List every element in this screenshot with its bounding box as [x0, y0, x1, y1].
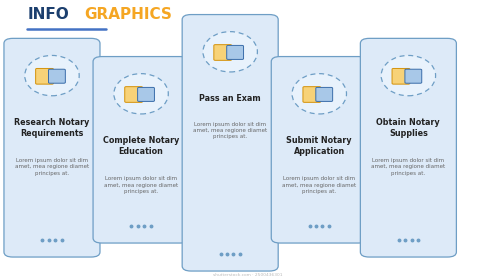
FancyBboxPatch shape	[271, 57, 367, 243]
FancyBboxPatch shape	[36, 68, 53, 84]
Text: GRAPHICS: GRAPHICS	[84, 7, 172, 22]
Ellipse shape	[292, 74, 346, 114]
Text: Complete Notary
Education: Complete Notary Education	[103, 136, 179, 156]
FancyBboxPatch shape	[49, 69, 65, 83]
Text: Lorem ipsum dolor sit dim
amet, mea regione diamet
principes at.: Lorem ipsum dolor sit dim amet, mea regi…	[282, 176, 356, 194]
FancyBboxPatch shape	[182, 15, 278, 271]
Text: Submit Notary
Application: Submit Notary Application	[287, 136, 352, 156]
Text: Lorem ipsum dolor sit dim
amet, mea regione diamet
principes at.: Lorem ipsum dolor sit dim amet, mea regi…	[15, 158, 89, 176]
FancyBboxPatch shape	[405, 69, 422, 83]
Ellipse shape	[25, 55, 79, 96]
Text: INFO: INFO	[27, 7, 69, 22]
FancyBboxPatch shape	[316, 87, 333, 101]
Text: Pass an Exam: Pass an Exam	[199, 94, 261, 103]
FancyBboxPatch shape	[214, 45, 232, 60]
Text: shutterstock.com · 2500436301: shutterstock.com · 2500436301	[213, 273, 282, 277]
Text: Lorem ipsum dolor sit dim
amet, mea regione diamet
principes at.: Lorem ipsum dolor sit dim amet, mea regi…	[193, 122, 267, 139]
FancyBboxPatch shape	[303, 87, 321, 102]
FancyBboxPatch shape	[4, 38, 100, 257]
FancyBboxPatch shape	[138, 87, 154, 101]
FancyBboxPatch shape	[360, 38, 456, 257]
Text: Lorem ipsum dolor sit dim
amet, mea regione diamet
principes at.: Lorem ipsum dolor sit dim amet, mea regi…	[104, 176, 178, 194]
FancyBboxPatch shape	[93, 57, 189, 243]
Text: Obtain Notary
Supplies: Obtain Notary Supplies	[377, 118, 440, 138]
FancyBboxPatch shape	[125, 87, 143, 102]
Ellipse shape	[114, 74, 168, 114]
Ellipse shape	[203, 32, 257, 72]
Text: Lorem ipsum dolor sit dim
amet, mea regione diamet
principes at.: Lorem ipsum dolor sit dim amet, mea regi…	[371, 158, 446, 176]
Ellipse shape	[381, 55, 436, 96]
FancyBboxPatch shape	[392, 68, 410, 84]
FancyBboxPatch shape	[227, 45, 244, 59]
Text: Research Notary
Requirements: Research Notary Requirements	[14, 118, 90, 138]
